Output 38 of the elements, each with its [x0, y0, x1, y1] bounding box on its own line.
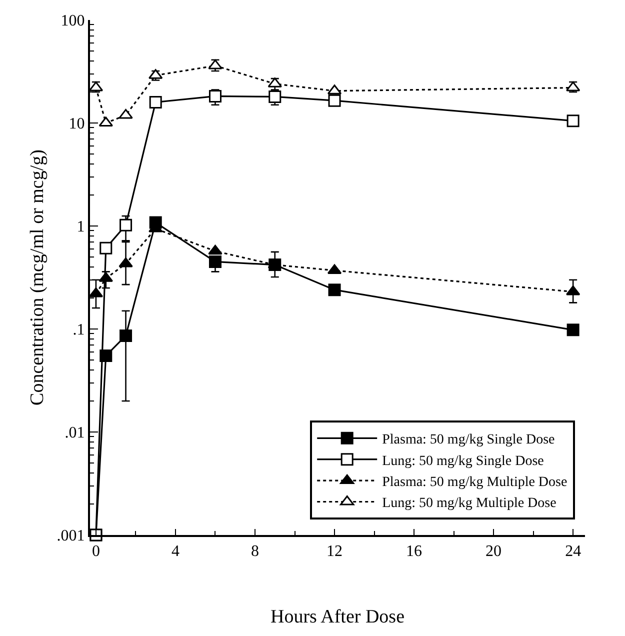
- point: [566, 285, 580, 296]
- x-tick-label: 4: [171, 543, 180, 560]
- x-tick-label: 8: [251, 543, 259, 560]
- point: [149, 96, 162, 109]
- x-tick-label: 12: [326, 543, 343, 560]
- legend-label: Lung: 50 mg/kg Single Dose: [382, 454, 544, 469]
- point: [208, 255, 222, 268]
- legend-label: Lung: 50 mg/kg Multiple Dose: [382, 496, 556, 512]
- x-tick-label: 16: [406, 543, 422, 560]
- point: [88, 287, 104, 298]
- point: [208, 59, 222, 70]
- y-tick-label: .01: [64, 424, 85, 442]
- point: [566, 324, 580, 336]
- y-axis-title: Concentration (mcg/ml or mcg/g): [27, 150, 48, 406]
- y-tick-label: 1: [76, 218, 85, 236]
- y-tick-label: 10: [68, 116, 85, 133]
- x-axis-title: Hours After Dose: [270, 606, 405, 628]
- legend-label: Plasma: 50 mg/kg Multiple Dose: [382, 475, 568, 490]
- point: [268, 90, 282, 103]
- point: [88, 81, 104, 92]
- point: [100, 349, 112, 362]
- point: [328, 284, 341, 296]
- y-tick-label: .001: [56, 528, 85, 545]
- point: [328, 94, 341, 107]
- x-tick-label: 24: [565, 543, 582, 560]
- x-tick-label: 20: [486, 543, 502, 560]
- y-tick-label: 100: [60, 12, 85, 30]
- point: [120, 218, 132, 232]
- point: [118, 108, 133, 119]
- legend-label: Plasma: 50 mg/kg Single Dose: [382, 432, 555, 448]
- y-tick-label: .1: [72, 322, 85, 339]
- point: [566, 114, 580, 128]
- point: [100, 242, 112, 254]
- point: [120, 330, 132, 342]
- point: [208, 90, 222, 102]
- x-tick-label: 0: [92, 543, 100, 560]
- point: [208, 244, 222, 255]
- point: [566, 81, 580, 92]
